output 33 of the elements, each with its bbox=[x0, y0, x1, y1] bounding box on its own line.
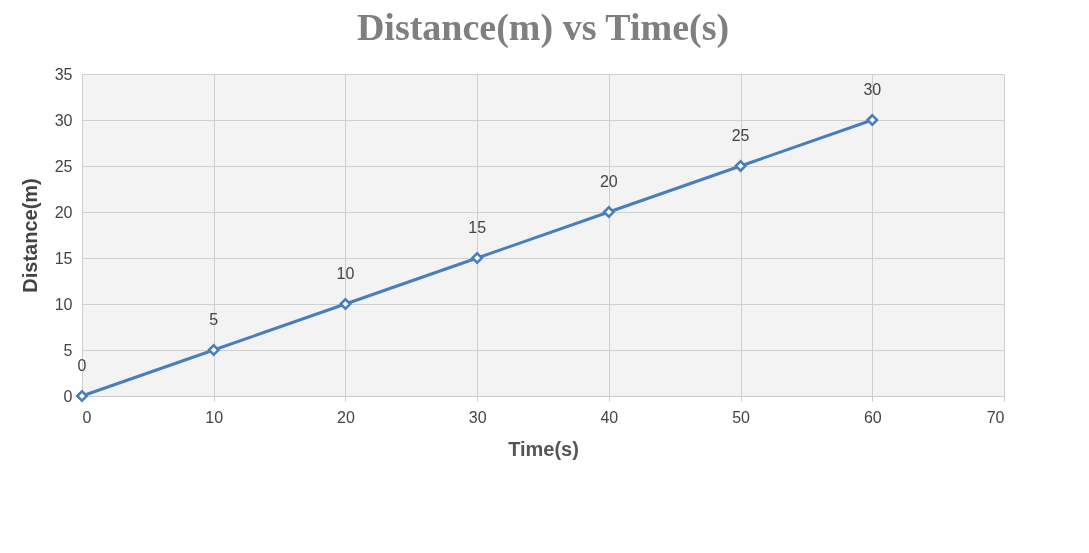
y-tick-label: 0 bbox=[63, 387, 73, 405]
data-label: 5 bbox=[209, 311, 219, 328]
y-tick-label: 10 bbox=[54, 295, 73, 313]
point bbox=[339, 298, 352, 310]
x-tick-label: 30 bbox=[468, 408, 487, 426]
data-label: 30 bbox=[863, 81, 882, 98]
y-tick-label: 20 bbox=[54, 203, 73, 221]
data-label: 20 bbox=[599, 173, 618, 190]
y-tick-label: 35 bbox=[54, 65, 73, 83]
x-tick-label: 70 bbox=[986, 408, 1005, 426]
point bbox=[471, 252, 484, 264]
data-label: 0 bbox=[77, 357, 87, 374]
y-tick-label: 5 bbox=[63, 341, 73, 359]
point bbox=[76, 390, 88, 402]
chart-title: Distance(m) vs Time(s) bbox=[356, 6, 730, 49]
y-axis-title: Distance(m) bbox=[18, 178, 41, 293]
data-label: 10 bbox=[336, 265, 355, 282]
x-tick-label: 50 bbox=[732, 408, 751, 426]
x-tick-label: 10 bbox=[205, 408, 224, 426]
y-tick-label: 30 bbox=[54, 111, 73, 129]
x-tick-label: 0 bbox=[82, 408, 92, 426]
data-label: 15 bbox=[468, 219, 487, 236]
point bbox=[602, 206, 615, 218]
point bbox=[866, 114, 879, 126]
data-label: 25 bbox=[731, 127, 750, 144]
x-tick-label: 60 bbox=[863, 408, 882, 426]
y-tick-label: 25 bbox=[54, 157, 73, 175]
y-tick-label: 15 bbox=[54, 249, 73, 267]
x-axis-title: Time(s) bbox=[508, 437, 579, 460]
x-tick-label: 20 bbox=[337, 408, 355, 426]
point bbox=[734, 160, 747, 172]
point bbox=[207, 344, 220, 356]
x-tick-label: 40 bbox=[600, 408, 619, 426]
